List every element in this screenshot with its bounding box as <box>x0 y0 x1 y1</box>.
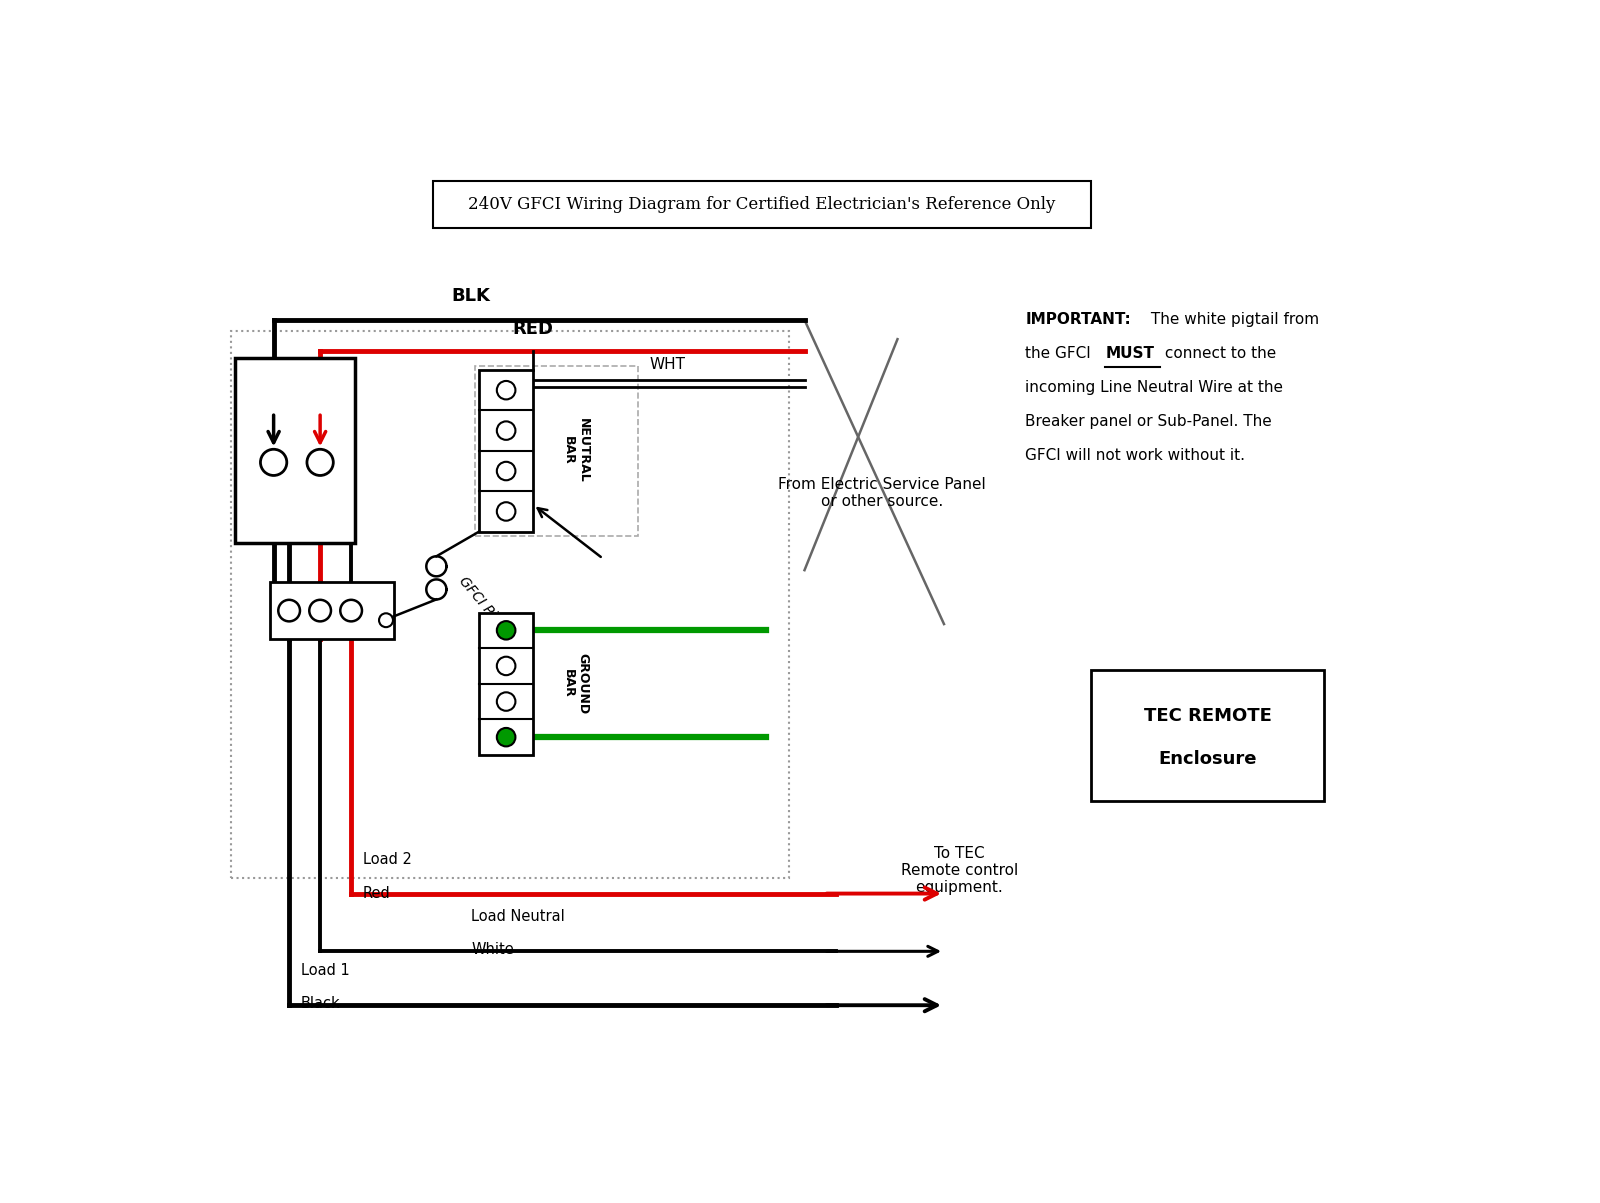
Bar <box>478 371 533 532</box>
Text: MUST: MUST <box>1106 346 1154 361</box>
Circle shape <box>498 502 515 521</box>
Circle shape <box>261 449 286 475</box>
Bar <box>270 582 394 640</box>
Text: GROUND
BAR: GROUND BAR <box>562 653 590 715</box>
Text: GFCI will not work without it.: GFCI will not work without it. <box>1026 448 1245 463</box>
Text: incoming Line Neutral Wire at the: incoming Line Neutral Wire at the <box>1026 380 1283 395</box>
Bar <box>478 612 533 755</box>
Circle shape <box>309 600 331 622</box>
Circle shape <box>498 381 515 399</box>
FancyBboxPatch shape <box>432 182 1091 227</box>
Circle shape <box>498 692 515 711</box>
Text: Red: Red <box>363 887 390 901</box>
Text: Load 2: Load 2 <box>363 852 411 866</box>
Text: Black: Black <box>301 996 341 1011</box>
Text: the GFCI: the GFCI <box>1026 346 1096 361</box>
Text: NEUTRAL
BAR: NEUTRAL BAR <box>562 419 590 484</box>
Circle shape <box>498 421 515 440</box>
Text: BLK: BLK <box>451 286 491 304</box>
Circle shape <box>498 657 515 675</box>
Circle shape <box>307 449 333 475</box>
Circle shape <box>278 600 299 622</box>
Text: Load Neutral: Load Neutral <box>472 909 565 924</box>
Text: TEC REMOTE: TEC REMOTE <box>1144 707 1272 725</box>
Text: Load 1: Load 1 <box>301 964 349 978</box>
Bar <box>1091 670 1323 801</box>
Text: To TEC
Remote control
equipment.: To TEC Remote control equipment. <box>901 846 1018 895</box>
Circle shape <box>498 728 515 746</box>
Bar <box>235 358 355 544</box>
Circle shape <box>341 600 362 622</box>
Text: IMPORTANT:: IMPORTANT: <box>1026 313 1131 327</box>
Text: White: White <box>472 942 514 956</box>
Bar <box>230 332 789 878</box>
Text: Enclosure: Enclosure <box>1158 749 1256 768</box>
Bar <box>475 366 638 535</box>
Text: From Electric Service Panel
or other source.: From Electric Service Panel or other sou… <box>778 476 986 509</box>
Circle shape <box>498 621 515 640</box>
Circle shape <box>498 462 515 480</box>
Text: 240V GFCI Wiring Diagram for Certified Electrician's Reference Only: 240V GFCI Wiring Diagram for Certified E… <box>469 196 1056 213</box>
Text: WHT: WHT <box>650 356 685 372</box>
Text: Breaker panel or Sub-Panel. The: Breaker panel or Sub-Panel. The <box>1026 414 1272 428</box>
Text: connect to the: connect to the <box>1160 346 1277 361</box>
Circle shape <box>379 614 394 627</box>
Text: The white pigtail from: The white pigtail from <box>1146 313 1318 327</box>
Text: RED: RED <box>512 320 554 338</box>
Text: GFCI Pigtail: GFCI Pigtail <box>456 574 518 644</box>
